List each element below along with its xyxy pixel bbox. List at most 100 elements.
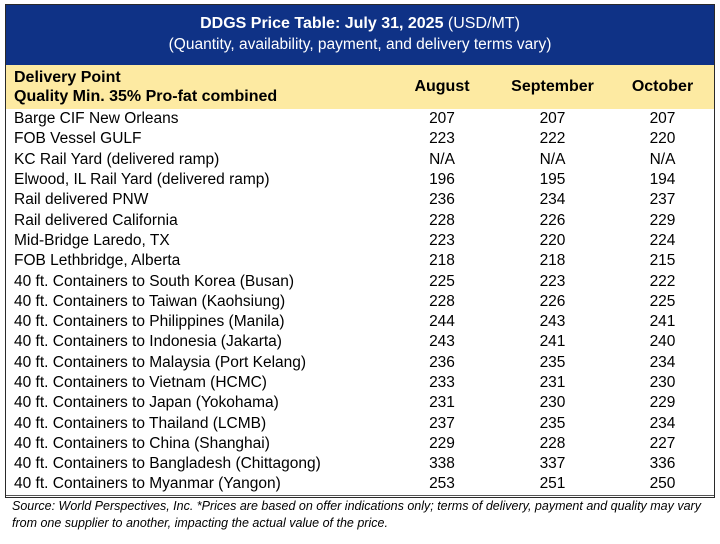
table-row: 40 ft. Containers to Bangladesh (Chittag… <box>6 454 714 474</box>
september-price-cell: 251 <box>494 474 611 496</box>
october-price-cell: 234 <box>649 353 676 371</box>
september-price-cell: 235 <box>539 414 566 432</box>
august-price-cell: 207 <box>429 110 455 128</box>
september-price-cell: 218 <box>539 252 566 270</box>
column-header-row: Delivery Point Quality Min. 35% Pro-fat … <box>6 65 714 109</box>
delivery-point-cell: Rail delivered California <box>14 211 178 229</box>
table-title-bar: DDGS Price Table: July 31, 2025 (USD/MT)… <box>6 5 714 65</box>
table-row: Rail delivered California 228 226 229 <box>6 210 714 230</box>
october-price-cell: 215 <box>649 252 676 270</box>
delivery-point-cell: Mid-Bridge Laredo, TX <box>14 231 170 249</box>
delivery-point-header: Delivery Point Quality Min. 35% Pro-fat … <box>6 65 390 109</box>
table-row: FOB Lethbridge, Alberta 218 218 215 <box>6 251 714 271</box>
table-title-main: DDGS Price Table: July 31, 2025 <box>200 15 444 32</box>
october-price-cell: N/A <box>649 150 676 168</box>
table-row: 40 ft. Containers to Thailand (LCMB) 237 2… <box>6 413 714 433</box>
delivery-point-cell: KC Rail Yard (delivered ramp) <box>14 150 220 168</box>
october-price-cell: 336 <box>649 455 676 473</box>
delivery-point-cell: 40 ft. Containers to Indonesia (Jakarta) <box>14 333 282 351</box>
august-price-cell: 236 <box>429 353 455 371</box>
october-price-cell: 237 <box>649 191 676 209</box>
august-price-cell: 253 <box>390 474 494 496</box>
october-price-cell: 234 <box>649 414 676 432</box>
delivery-point-cell: 40 ft. Containers to China (Shanghai) <box>14 434 270 452</box>
price-table-frame: DDGS Price Table: July 31, 2025 (USD/MT)… <box>5 4 715 498</box>
september-price-cell: 226 <box>539 292 566 310</box>
table-row: Barge CIF New Orleans 207 207 207 <box>6 109 714 129</box>
october-price-cell: 229 <box>649 211 676 229</box>
month-header-august: August <box>414 78 470 95</box>
september-price-cell: 230 <box>539 394 566 412</box>
delivery-point-cell: 40 ft. Containers to Taiwan (Kaohsiung) <box>14 292 286 310</box>
october-price-cell: 194 <box>649 171 676 189</box>
source-note: Source: World Perspectives, Inc. *Prices… <box>12 499 701 530</box>
september-price-cell: 223 <box>539 272 566 290</box>
october-price-cell: 224 <box>649 231 676 249</box>
table-row: 40 ft. Containers to Malaysia (Port Kela… <box>6 353 714 373</box>
delivery-point-cell: Elwood, IL Rail Yard (delivered ramp) <box>14 171 270 189</box>
table-title-unit: (USD/MT) <box>443 15 520 32</box>
table-row: 40 ft. Containers to Indonesia (Jakarta)… <box>6 332 714 352</box>
august-price-cell: 225 <box>429 272 455 290</box>
august-price-cell: 228 <box>429 211 455 229</box>
table-row: Rail delivered PNW 236 234 237 <box>6 190 714 210</box>
delivery-point-cell: 40 ft. Containers to Vietnam (HCMC) <box>14 374 267 391</box>
october-price-cell: 229 <box>649 394 676 412</box>
table-title: DDGS Price Table: July 31, 2025 (USD/MT) <box>6 13 714 34</box>
october-price-cell: 225 <box>649 292 676 310</box>
delivery-point-header-line2: Quality Min. 35% Pro-fat combined <box>14 88 278 105</box>
august-price-cell: 228 <box>429 292 455 310</box>
delivery-point-cell: Barge CIF New Orleans <box>14 110 179 128</box>
august-price-cell: 338 <box>429 455 455 473</box>
delivery-point-cell: 40 ft. Containers to Philippines (Manila… <box>14 313 285 331</box>
delivery-point-cell: 40 ft. Containers to Malaysia (Port Kela… <box>14 353 307 371</box>
table-row: Elwood, IL Rail Yard (delivered ramp) 196… <box>6 170 714 190</box>
month-header-october: October <box>631 78 694 95</box>
september-price-cell: 235 <box>539 353 566 371</box>
table-row: 40 ft. Containers to Myanmar (Yangon) 253… <box>6 474 714 496</box>
august-price-cell: 243 <box>429 333 455 351</box>
table-row: 40 ft. Containers to Japan (Yokohama) 231… <box>6 393 714 413</box>
delivery-point-cell: 40 ft. Containers to Myanmar (Yangon) <box>6 474 390 496</box>
delivery-point-cell: FOB Lethbridge, Alberta <box>14 252 181 270</box>
august-price-cell: 223 <box>429 130 455 148</box>
august-price-cell: 236 <box>429 191 455 209</box>
september-price-cell: 228 <box>539 434 566 452</box>
september-price-cell: 226 <box>539 211 566 229</box>
august-price-cell: 223 <box>429 231 455 249</box>
delivery-point-header-line1: Delivery Point <box>14 69 121 86</box>
september-price-cell: 231 <box>539 374 566 391</box>
october-price-cell: 250 <box>611 474 714 496</box>
table-row: 40 ft. Containers to Philippines (Manila… <box>6 312 714 332</box>
delivery-point-cell: 40 ft. Containers to South Korea (Busan) <box>14 272 295 290</box>
delivery-point-cell: 40 ft. Containers to Bangladesh (Chittag… <box>14 455 321 473</box>
price-table: Delivery Point Quality Min. 35% Pro-fat … <box>6 65 714 496</box>
october-price-cell: 222 <box>649 272 676 290</box>
august-price-cell: 233 <box>429 374 455 391</box>
month-header-september: September <box>511 78 594 95</box>
august-price-cell: 237 <box>429 414 455 432</box>
delivery-point-cell: FOB Vessel GULF <box>14 130 142 148</box>
october-price-cell: 240 <box>649 333 676 351</box>
table-row: 40 ft. Containers to China (Shanghai) 229… <box>6 434 714 454</box>
september-price-cell: N/A <box>539 150 566 168</box>
delivery-point-cell: Rail delivered PNW <box>14 191 149 209</box>
table-row: FOB Vessel GULF 223 222 220 <box>6 129 714 149</box>
table-row: 40 ft. Containers to South Korea (Busan)… <box>6 271 714 291</box>
september-price-cell: 195 <box>539 171 566 189</box>
october-price-cell: 230 <box>649 374 676 391</box>
august-price-cell: 231 <box>429 394 455 412</box>
delivery-point-cell: 40 ft. Containers to Thailand (LCMB) <box>14 414 267 432</box>
august-price-cell: 196 <box>429 171 455 189</box>
table-row: 40 ft. Containers to Taiwan (Kaohsiung) 2… <box>6 292 714 312</box>
september-price-cell: 337 <box>539 455 566 473</box>
october-price-cell: 207 <box>649 110 676 128</box>
september-price-cell: 234 <box>539 191 566 209</box>
august-price-cell: N/A <box>429 150 455 168</box>
table-subtitle: (Quantity, availability, payment, and de… <box>168 36 552 53</box>
september-price-cell: 207 <box>539 110 566 128</box>
table-row: KC Rail Yard (delivered ramp) N/A N/A N/A <box>6 150 714 170</box>
september-price-cell: 241 <box>539 333 566 351</box>
october-price-cell: 227 <box>649 434 676 452</box>
august-price-cell: 229 <box>429 434 455 452</box>
